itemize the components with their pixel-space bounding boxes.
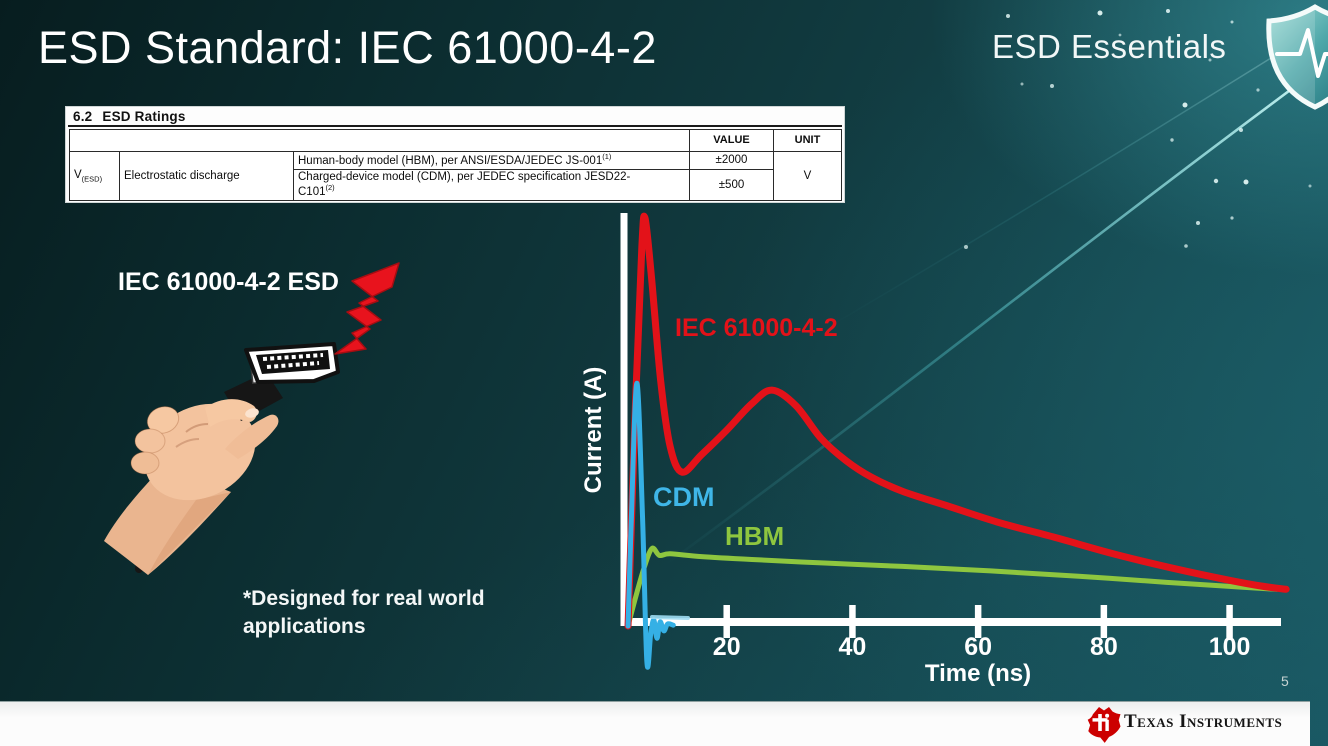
program-badge-label: ESD Essentials: [992, 28, 1227, 65]
heading-rule: [68, 125, 842, 127]
x-tick-label: 100: [1208, 633, 1251, 661]
hbm-value-cell: ±2000: [689, 150, 774, 171]
cdm-settle-line: [650, 615, 690, 620]
esd-ratings-table-panel: 6.2 ESD Ratings VALUE UNIT V(ESD) Electro…: [65, 106, 845, 203]
esd-strike-illustration: [104, 262, 400, 575]
iec-curve-label: IEC 61000-4-2: [675, 314, 838, 342]
x-tick-label: 20: [712, 633, 741, 661]
illustration-label: IEC 61000-4-2 ESD: [118, 268, 339, 296]
iec-61000-4-2-curve: [624, 212, 1290, 630]
chart-axes: [620, 213, 1281, 638]
section-number: 6.2: [73, 109, 93, 124]
brand-wordmark: Texas Instruments: [1124, 711, 1283, 732]
hdmi-connector-icon: [244, 342, 340, 384]
x-axis-title: Time (ns): [924, 660, 1032, 687]
unit-header: UNIT: [773, 129, 842, 152]
page-title: ESD Standard: IEC 61000-4-2: [38, 22, 657, 73]
x-tick-label: 40: [838, 633, 867, 661]
hbm-curve: [625, 545, 1280, 629]
page-number: 5: [1281, 673, 1289, 689]
unit-cell: V: [773, 150, 842, 202]
lightning-bolt-icon: [334, 262, 400, 355]
shield-pulse-icon: [1266, 4, 1328, 110]
empty-header-cell: [69, 129, 690, 152]
symbol-cell: V(ESD): [69, 150, 120, 202]
cdm-value-cell: ±500: [689, 169, 774, 202]
hbm-description-cell: Human-body model (HBM), per ANSI/ESDA/JE…: [293, 150, 690, 171]
section-title: ESD Ratings: [102, 109, 186, 124]
table-header-row: VALUE UNIT: [69, 129, 842, 152]
footnote-text: *Designed for real world applications: [243, 587, 485, 639]
x-tick-label: 80: [1089, 633, 1118, 661]
x-tick-label: 60: [964, 633, 993, 661]
chart-curves: [624, 212, 1290, 670]
esd-ratings-table: VALUE UNIT V(ESD) Electrostatic discharg…: [69, 129, 842, 202]
table-row: Charged-device model (CDM), per JEDEC sp…: [70, 169, 842, 202]
footer-bar: Texas Instruments: [0, 701, 1310, 746]
table-section-heading: 6.2 ESD Ratings: [73, 109, 186, 124]
hbm-curve-label: HBM: [725, 521, 785, 551]
y-axis-title: Current (A): [580, 366, 607, 494]
texas-instruments-logo-icon: [1087, 707, 1121, 743]
parameter-cell: Electrostatic discharge: [119, 150, 294, 202]
cdm-curve-label: CDM: [653, 482, 715, 512]
value-header: VALUE: [689, 129, 774, 152]
table-row: V(ESD) Electrostatic discharge Human-bod…: [69, 150, 842, 202]
cdm-description-cell: Charged-device model (CDM), per JEDEC sp…: [293, 169, 690, 202]
cdm-curve: [625, 380, 676, 670]
